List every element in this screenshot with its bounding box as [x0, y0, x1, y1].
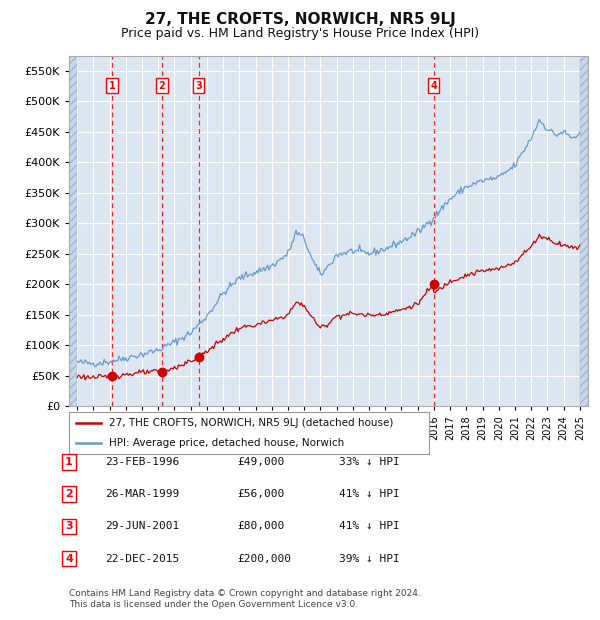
Text: Price paid vs. HM Land Registry's House Price Index (HPI): Price paid vs. HM Land Registry's House …: [121, 27, 479, 40]
Text: 27, THE CROFTS, NORWICH, NR5 9LJ (detached house): 27, THE CROFTS, NORWICH, NR5 9LJ (detach…: [109, 418, 393, 428]
Text: 29-JUN-2001: 29-JUN-2001: [105, 521, 179, 531]
Text: 33% ↓ HPI: 33% ↓ HPI: [339, 457, 400, 467]
Text: 1: 1: [65, 457, 73, 467]
Text: 4: 4: [430, 81, 437, 91]
Text: £200,000: £200,000: [237, 554, 291, 564]
Text: 23-FEB-1996: 23-FEB-1996: [105, 457, 179, 467]
Text: 41% ↓ HPI: 41% ↓ HPI: [339, 521, 400, 531]
Text: 3: 3: [65, 521, 73, 531]
Text: £49,000: £49,000: [237, 457, 284, 467]
Text: £56,000: £56,000: [237, 489, 284, 499]
Text: 26-MAR-1999: 26-MAR-1999: [105, 489, 179, 499]
Text: £80,000: £80,000: [237, 521, 284, 531]
Text: 4: 4: [65, 554, 73, 564]
Text: 41% ↓ HPI: 41% ↓ HPI: [339, 489, 400, 499]
Text: HPI: Average price, detached house, Norwich: HPI: Average price, detached house, Norw…: [109, 438, 344, 448]
Text: 2: 2: [65, 489, 73, 499]
Text: 2: 2: [158, 81, 166, 91]
Text: 39% ↓ HPI: 39% ↓ HPI: [339, 554, 400, 564]
Text: 3: 3: [195, 81, 202, 91]
Text: 27, THE CROFTS, NORWICH, NR5 9LJ: 27, THE CROFTS, NORWICH, NR5 9LJ: [145, 12, 455, 27]
Text: Contains HM Land Registry data © Crown copyright and database right 2024.
This d: Contains HM Land Registry data © Crown c…: [69, 590, 421, 609]
Text: 1: 1: [109, 81, 115, 91]
Text: 22-DEC-2015: 22-DEC-2015: [105, 554, 179, 564]
